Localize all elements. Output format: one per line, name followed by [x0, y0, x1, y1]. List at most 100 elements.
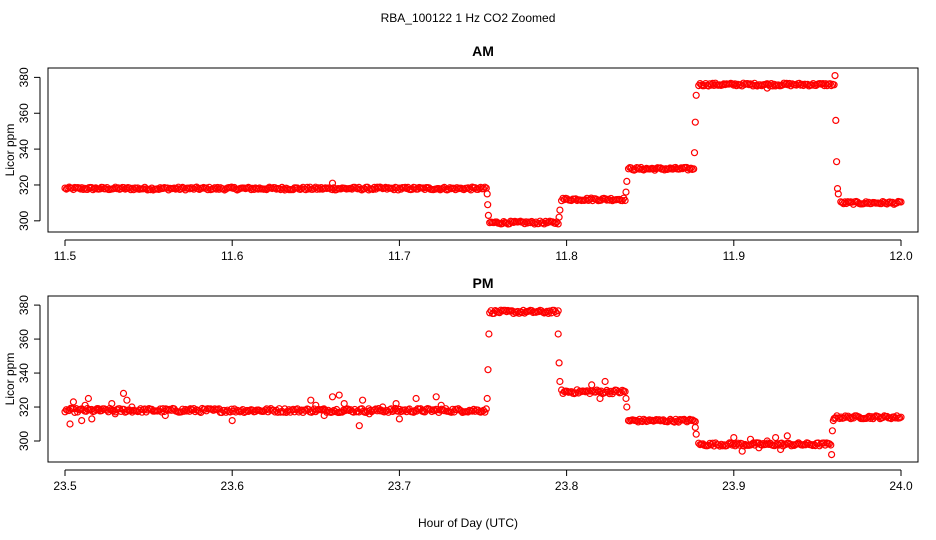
- outlier-point: [783, 432, 791, 440]
- outlier-point: [738, 447, 746, 455]
- transition-point: [484, 366, 492, 374]
- outlier-point: [419, 406, 427, 414]
- outlier-point: [355, 422, 363, 430]
- data-point: [554, 307, 562, 315]
- plot-frame: [47, 295, 919, 463]
- panel-title: AM: [472, 43, 494, 59]
- outlier-point: [596, 394, 604, 403]
- y-tick-label: 340: [17, 363, 31, 383]
- x-tick-label: 23.8: [555, 479, 579, 493]
- data-points: [61, 71, 905, 228]
- transition-point: [623, 177, 631, 185]
- outlier-point: [123, 396, 131, 404]
- data-point: [482, 405, 490, 413]
- transition-point: [832, 158, 841, 166]
- transition-point: [827, 451, 836, 459]
- outlier-point: [730, 434, 738, 442]
- transition-point: [832, 116, 840, 125]
- transition-point: [483, 190, 491, 198]
- outlier-point: [81, 401, 89, 409]
- data-point: [279, 408, 287, 416]
- figure-title: RBA_100122 1 Hz CO2 Zoomed: [381, 11, 556, 25]
- y-tick-label: 360: [17, 103, 31, 123]
- x-tick-label: 23.5: [53, 479, 77, 493]
- transition-point: [691, 118, 699, 126]
- data-point: [687, 164, 695, 172]
- outlier-point: [340, 400, 348, 408]
- x-tick-label: 24.0: [889, 479, 913, 493]
- transition-point: [691, 423, 699, 431]
- data-point: [866, 414, 874, 422]
- outlier-point: [359, 396, 367, 404]
- data-point: [836, 414, 844, 423]
- outlier-point: [186, 405, 194, 413]
- y-tick-label: 320: [17, 175, 31, 195]
- data-point: [897, 198, 905, 206]
- data-point: [830, 81, 838, 89]
- y-tick-label: 300: [17, 210, 31, 230]
- transition-point: [554, 330, 562, 338]
- y-tick-label: 340: [17, 139, 31, 159]
- pm-panel: PM 23.5 23.6 23.7 23.8 23.9 24.0 300 320 340 360 38…: [3, 275, 919, 493]
- outlier-point: [379, 403, 387, 411]
- outlier-point: [94, 405, 103, 413]
- transition-point: [555, 213, 563, 221]
- data-point: [690, 165, 698, 173]
- transition-point: [692, 91, 700, 99]
- transition-point: [622, 394, 630, 403]
- outlier-point: [307, 396, 315, 404]
- data-point: [481, 408, 489, 416]
- outlier-point: [88, 415, 96, 423]
- transition-point: [833, 185, 842, 193]
- x-tick-label: 11.8: [555, 249, 578, 263]
- outlier-point: [412, 394, 420, 403]
- y-tick-label: 380: [17, 295, 31, 315]
- data-point: [621, 388, 629, 396]
- transition-point: [828, 427, 837, 435]
- x-tick-label: 23.9: [722, 479, 746, 493]
- x-tick-label: 23.6: [221, 479, 245, 493]
- x-tick-label: 11.6: [221, 249, 244, 263]
- transition-point: [831, 71, 839, 80]
- x-tick-label: 11.5: [54, 249, 77, 263]
- outlier-point: [111, 410, 119, 418]
- transition-point: [834, 190, 842, 198]
- y-tick-label: 300: [17, 431, 31, 451]
- transition-point: [555, 359, 563, 367]
- transition-point: [692, 430, 700, 438]
- data-point: [621, 196, 629, 205]
- transition-point: [622, 188, 630, 196]
- outlier-point: [437, 401, 445, 409]
- outlier-point: [763, 84, 771, 92]
- x-axis-label: Hour of Day (UTC): [418, 516, 518, 530]
- x-tick-label: 11.9: [723, 249, 746, 263]
- data-point: [897, 413, 905, 421]
- outlier-point: [328, 179, 337, 187]
- transition-point: [556, 377, 564, 386]
- plot-frame: [47, 67, 919, 233]
- outlier-point: [365, 410, 373, 418]
- data-point: [479, 185, 488, 193]
- outlier-point: [395, 415, 403, 423]
- x-tick-label: 11.7: [388, 249, 411, 263]
- outlier-point: [755, 444, 763, 452]
- outlier-point: [69, 398, 78, 406]
- data-point: [453, 406, 461, 414]
- transition-point: [485, 330, 493, 338]
- data-point: [551, 307, 560, 316]
- outlier-point: [776, 445, 785, 454]
- transition-point: [623, 403, 631, 411]
- data-point: [228, 183, 236, 191]
- transition-point: [484, 201, 492, 209]
- transition-point: [690, 149, 699, 157]
- outlier-point: [312, 401, 320, 409]
- outlier-point: [161, 411, 169, 420]
- data-points: [61, 306, 905, 459]
- outlier-point: [345, 406, 353, 414]
- y-axis-label: Licor ppm: [3, 353, 17, 406]
- x-tick-label: 23.7: [388, 479, 412, 493]
- panel-title: PM: [473, 275, 494, 291]
- outlier-point: [119, 389, 128, 397]
- outlier-point: [392, 400, 400, 408]
